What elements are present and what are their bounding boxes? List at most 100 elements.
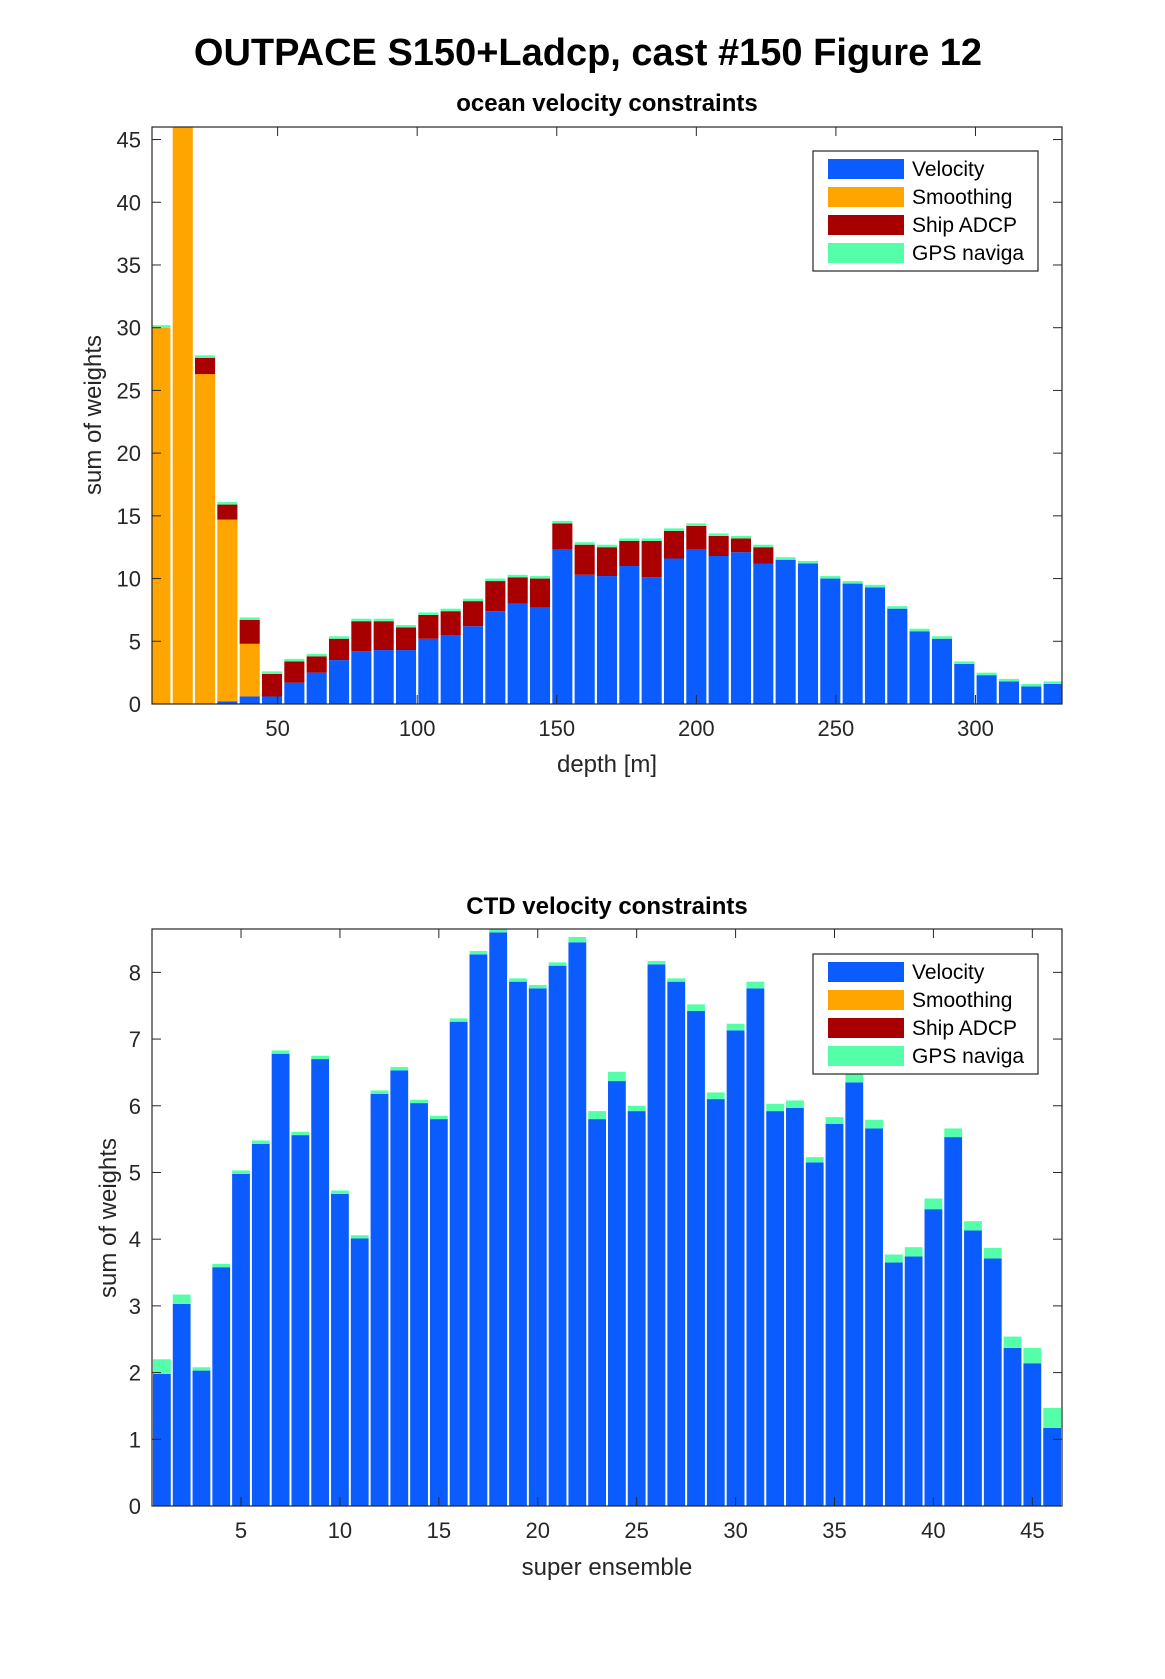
ocean-velocity-bar-16-ship_adcp [485,581,506,612]
ocean-velocity-bar-14-ship_adcp [440,611,461,636]
ocean-velocity-xtick-label: 300 [957,716,994,741]
ctd-velocity-xtick-label: 30 [723,1518,747,1543]
ocean-velocity-bar-20-ship_adcp [574,544,595,575]
ocean-velocity-bar-15-gps [462,598,484,602]
ctd-velocity-ytick-label: 7 [129,1027,141,1052]
ctd-velocity-bar-46-velocity [1043,1427,1062,1506]
ctd-velocity-bar-5-velocity [232,1173,250,1506]
ocean-velocity-bar-12-velocity [395,650,417,704]
ctd-velocity-bar-39-gps [904,1247,923,1257]
ctd-velocity-legend-label-gps: GPS naviga [912,1045,1024,1068]
ocean-velocity-bar-25-ship_adcp [686,525,707,550]
ctd-velocity-axes: CTD velocity constraints 5 10 15 20 25 30 35 40… [95,893,1063,1581]
ctd-velocity-bar-45-velocity [1023,1363,1042,1506]
ctd-velocity-xtick-label: 5 [235,1518,247,1543]
ocean-velocity-legend-label-ship_adcp: Ship ADCP [912,214,1017,237]
ocean-velocity-bar-27-gps [730,535,752,539]
ocean-velocity-bar-20-gps [574,542,595,545]
ctd-velocity-bar-3-gps [192,1367,211,1371]
ocean-velocity-bar-8-ship_adcp [306,656,327,673]
ctd-velocity-frame [151,928,1063,1507]
ocean-velocity-ytick-label: 25 [117,378,141,403]
ocean-velocity-bar-1-gps [152,325,171,328]
ocean-velocity-bar-11-velocity [373,650,394,704]
ocean-velocity-bar-6-velocity [261,696,283,704]
ocean-velocity-bar-33-gps [864,584,886,588]
ocean-velocity-bar-3-gps [194,355,216,358]
ctd-velocity-bar-33-gps [786,1100,804,1108]
ocean-velocity-bar-15-ship_adcp [462,601,484,627]
ocean-velocity-bar-12-ship_adcp [395,627,417,651]
ctd-velocity-ytick-label: 2 [129,1361,141,1386]
ocean-velocity-bar-4-smoothing [217,519,238,702]
ocean-velocity-bar-21-gps [596,544,618,548]
ctd-velocity-bar-25-velocity [627,1111,646,1506]
ctd-velocity-legend-swatch-ship_adcp [828,1018,904,1038]
ctd-velocity-bar-2-velocity [172,1303,191,1506]
ocean-velocity-title: ocean velocity constraints [456,90,757,117]
ocean-velocity-bar-13-ship_adcp [418,614,439,639]
ocean-velocity-bar-14-velocity [440,635,461,704]
ocean-velocity-bar-3-ship_adcp [194,357,216,375]
ocean-velocity-bar-30-velocity [797,563,819,704]
ocean-velocity-legend-swatch-ship_adcp [828,215,904,235]
ctd-velocity-legend-label-velocity: Velocity [912,961,985,984]
ocean-velocity-bar-18-gps [529,576,551,579]
ocean-velocity-bar-13-gps [418,612,439,615]
ocean-velocity-bar-5-gps [239,617,260,620]
ocean-velocity-legend-swatch-velocity [828,159,904,179]
ctd-velocity-bar-5-gps [232,1170,250,1174]
ctd-velocity-xtick-label: 10 [328,1518,352,1543]
ctd-velocity-bar-21-gps [548,962,567,966]
ocean-velocity-bar-40-velocity [1021,686,1042,704]
ctd-velocity-bar-9-gps [311,1055,330,1060]
ocean-velocity-bar-26-velocity [708,555,729,704]
ocean-velocity-bar-2-smoothing [172,127,193,704]
ocean-velocity-bar-14-gps [440,608,461,612]
ocean-velocity-bar-28-gps [753,544,774,548]
ocean-velocity-bar-39-velocity [998,681,1020,704]
ocean-velocity-bar-10-ship_adcp [351,621,372,652]
ctd-velocity-bar-40-gps [924,1198,943,1210]
ocean-velocity-bar-5-ship_adcp [239,619,260,644]
ocean-velocity-bar-19-ship_adcp [552,523,573,550]
ocean-velocity-bar-22-gps [619,538,640,541]
ctd-velocity-bar-28-velocity [687,1011,705,1506]
ocean-velocity-bar-28-ship_adcp [753,547,774,564]
ocean-velocity-bar-29-gps [775,557,796,560]
ocean-velocity-bar-8-gps [306,653,327,657]
ctd-velocity-bar-34-velocity [805,1162,824,1506]
ocean-velocity-bar-9-velocity [328,660,350,704]
ocean-velocity-bar-16-gps [485,578,506,582]
ctd-velocity-bar-26-gps [647,961,666,965]
ctd-velocity-bar-18-gps [489,929,508,933]
ctd-velocity-xtick-label: 25 [624,1518,648,1543]
ocean-velocity-bar-20-velocity [574,574,595,704]
ctd-velocity-bar-11-velocity [350,1238,369,1506]
ocean-velocity-bar-5-smoothing [239,643,260,697]
ocean-velocity-bar-41-gps [1043,681,1062,684]
ocean-velocity-bar-16-velocity [485,611,506,704]
ocean-velocity-bar-21-velocity [596,576,618,704]
ocean-velocity-bar-21-ship_adcp [596,547,618,577]
ctd-velocity-bar-26-velocity [647,964,666,1506]
ctd-velocity-legend-label-smoothing: Smoothing [912,989,1012,1012]
ocean-velocity-bar-28-velocity [753,563,774,704]
ctd-velocity-bar-43-gps [983,1247,1002,1259]
ocean-velocity-bar-7-velocity [284,682,305,704]
ctd-velocity-ytick-label: 4 [129,1227,141,1252]
ctd-velocity-bar-22-gps [568,937,587,943]
ctd-velocity-bar-27-gps [667,978,686,982]
ctd-velocity-bar-1-gps [152,1359,171,1374]
ctd-velocity-ytick-label: 6 [129,1094,141,1119]
ctd-velocity-bar-44-velocity [1003,1347,1022,1506]
ctd-velocity-bar-8-velocity [291,1135,310,1506]
ctd-velocity-legend-swatch-gps [828,1046,904,1066]
ctd-velocity-bar-42-velocity [964,1230,982,1506]
ocean-velocity-bar-6-gps [261,671,283,674]
ocean-velocity-bar-18-velocity [529,607,551,704]
ocean-velocity-xtick-label: 150 [538,716,575,741]
ocean-velocity-bar-35-gps [909,628,930,632]
ctd-velocity-bar-11-gps [350,1235,369,1239]
